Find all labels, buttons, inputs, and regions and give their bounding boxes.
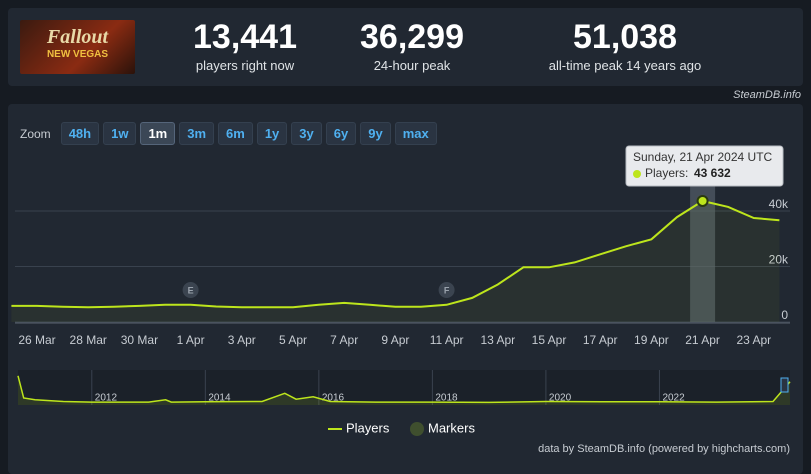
x-tick-label: 30 Mar xyxy=(121,333,158,347)
stat: 36,299 24-hour peak xyxy=(312,18,512,73)
y-tick-label: 20k xyxy=(769,253,789,267)
logo-text: Fallout xyxy=(46,26,109,48)
navigator-tick-label: 2016 xyxy=(322,393,345,404)
stat-label: players right now xyxy=(195,58,295,73)
tooltip-value: 43 632 xyxy=(694,166,731,180)
x-tick-label: 1 Apr xyxy=(177,333,205,347)
tooltip-box xyxy=(625,145,784,187)
zoom-button[interactable]: 1y xyxy=(256,122,288,145)
navigator-tick-label: 2020 xyxy=(549,393,572,404)
navigator-tick-label: 2018 xyxy=(435,393,458,404)
navigator-bg xyxy=(18,370,790,405)
zoom-label: Zoom xyxy=(20,126,51,141)
x-tick-label: 17 Apr xyxy=(583,333,618,347)
zoom-button[interactable]: 6m xyxy=(218,122,253,145)
stat-value: 36,299 xyxy=(360,18,464,56)
site-label: SteamDB.info xyxy=(733,89,801,101)
stat-label: 24-hour peak xyxy=(373,58,451,73)
event-marker-label: F xyxy=(444,285,450,295)
zoom-bar: Zoom 48h 1w 1m 3m 6m 1y 3y 6y 9y max xyxy=(20,122,437,145)
hover-point xyxy=(696,194,709,207)
legend-marker-swatch xyxy=(410,422,424,436)
event-marker-label: E xyxy=(188,285,194,295)
x-tick-label: 11 Apr xyxy=(430,333,464,347)
navigator-tick-label: 2022 xyxy=(662,393,685,404)
area xyxy=(11,201,780,322)
game-logo: Fallout NEW VEGAS xyxy=(20,20,135,74)
stat-label: all-time peak 14 years ago xyxy=(548,58,702,73)
stats-panel xyxy=(8,8,803,86)
tooltip-title: Sunday, 21 Apr 2024 UTC xyxy=(633,150,773,164)
event-marker xyxy=(182,282,199,298)
x-tick-label: 9 Apr xyxy=(381,333,409,347)
x-tick-label: 15 Apr xyxy=(532,333,567,347)
event-marker xyxy=(438,282,455,298)
line xyxy=(11,199,780,309)
zoom-button[interactable]: 9y xyxy=(360,122,391,145)
navigator-handle[interactable] xyxy=(780,377,789,393)
tooltip-label: Players: xyxy=(645,166,688,180)
zoom-button[interactable]: 1w xyxy=(103,122,137,145)
zoom-button[interactable]: 48h xyxy=(60,122,100,145)
zoom-button[interactable]: 3y xyxy=(291,122,322,145)
navigator-tick-label: 2014 xyxy=(208,393,231,404)
x-tick-label: 5 Apr xyxy=(279,333,307,347)
stat-value: 51,038 xyxy=(573,18,677,56)
stat-value: 13,441 xyxy=(193,18,297,56)
zoom-button[interactable]: 6y xyxy=(325,122,357,145)
zoom-button[interactable]: max xyxy=(394,122,437,145)
x-tick-label: 21 Apr xyxy=(685,333,720,347)
zoom-button[interactable]: 3m xyxy=(179,122,215,145)
zoom-button[interactable]: 1m xyxy=(140,122,176,145)
y-tick-label: 40k xyxy=(769,197,789,211)
credits: data by SteamDB.info (powered by highcha… xyxy=(538,443,790,455)
stat: 51,038 all-time peak 14 years ago xyxy=(525,18,725,73)
x-tick-label: 13 Apr xyxy=(480,333,515,347)
x-tick-label: 3 Apr xyxy=(228,333,256,347)
x-tick-label: 23 Apr xyxy=(736,333,771,347)
legend-label: Players xyxy=(346,420,390,435)
legend-label: Markers xyxy=(428,420,475,435)
stat: 13,441 players right now xyxy=(145,18,345,73)
tooltip-swatch xyxy=(633,170,641,178)
x-tick-label: 19 Apr xyxy=(634,333,669,347)
logo-subtext: NEW VEGAS xyxy=(46,49,109,60)
navigator-tick-label: 2012 xyxy=(95,393,118,404)
x-tick-label: 7 Apr xyxy=(330,333,358,347)
x-tick-label: 28 Mar xyxy=(70,333,107,347)
y-tick-label: 0 xyxy=(781,308,788,322)
x-tick-label: 26 Mar xyxy=(18,333,55,347)
navigator-line xyxy=(17,375,791,404)
